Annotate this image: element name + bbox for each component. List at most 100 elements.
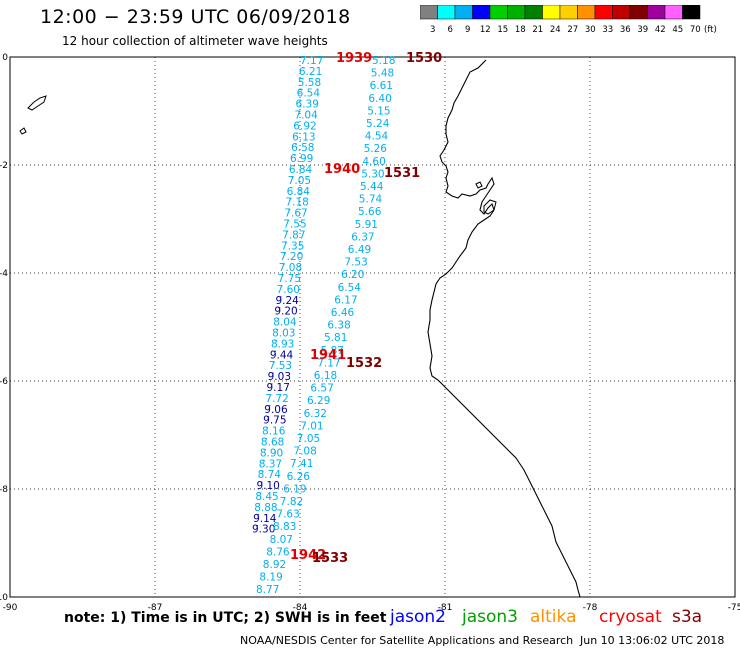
legend-jason3: jason3 — [462, 607, 518, 627]
scale-label: 6 — [448, 25, 453, 35]
map-frame — [9, 56, 736, 598]
wave-height-label: 6.17 — [334, 294, 357, 306]
wave-height-label: 5.24 — [366, 118, 390, 130]
wave-height-label: 5.44 — [360, 181, 384, 193]
galapagos-island-large — [27, 95, 47, 111]
wave-height-label: 6.57 — [310, 383, 333, 395]
scale-label: 45 — [672, 25, 683, 35]
wave-height-label: 6.13 — [292, 131, 315, 143]
scale-swatch — [542, 5, 561, 20]
scale-swatch — [594, 5, 613, 20]
scale-label: 36 — [620, 25, 631, 35]
wave-height-label: 7.18 — [285, 197, 308, 209]
wave-height-label: 5.58 — [298, 77, 321, 89]
wave-height-label: 9.14 — [253, 513, 277, 525]
lon-tick-label: -75 — [728, 603, 740, 613]
wave-height-label: 8.74 — [258, 469, 282, 481]
legend-s3a: s3a — [672, 607, 703, 627]
wave-height-label: 9.10 — [256, 480, 279, 492]
wave-height-label: 8.16 — [262, 426, 286, 438]
scale-label: 30 — [585, 25, 596, 35]
wave-height-label: 7.01 — [300, 420, 323, 432]
wave-height-label: 8.92 — [263, 559, 286, 571]
wave-height-label: 7.04 — [294, 110, 318, 122]
wave-height-label: 7.67 — [284, 208, 307, 220]
pass-time-label: 1532 — [346, 356, 382, 371]
wave-height-label: 5.74 — [359, 194, 383, 206]
wave-height-label: 7.72 — [265, 393, 288, 405]
wave-height-label: 6.20 — [341, 269, 364, 281]
graticule — [10, 57, 735, 597]
wave-height-label: 6.40 — [368, 93, 391, 105]
lat-tick-label: 0 — [2, 53, 8, 63]
wave-height-label: 5.26 — [364, 143, 388, 155]
legend-altika: altika — [530, 607, 577, 627]
scale-swatch — [524, 5, 543, 20]
scale-swatch — [682, 5, 701, 20]
wave-height-label: 7.82 — [280, 496, 303, 508]
wave-height-label: 6.19 — [283, 483, 306, 495]
wave-height-label: 7.60 — [277, 284, 300, 296]
scale-swatch — [577, 5, 596, 20]
wave-height-label: 6.26 — [287, 471, 311, 483]
wave-height-label: 6.29 — [307, 395, 330, 407]
wave-height-label: 6.46 — [331, 307, 355, 319]
wave-height-label: 6.21 — [299, 66, 322, 78]
scale-swatch — [612, 5, 631, 20]
scale-label: 33 — [602, 25, 613, 35]
lon-tick-label: -81 — [438, 603, 453, 613]
scale-label: 12 — [480, 25, 491, 35]
scale-unit: (ft) — [704, 25, 717, 35]
credit-line: NOAA/NESDIS Center for Satellite Applica… — [240, 634, 574, 647]
wave-height-label: 7.63 — [276, 509, 299, 521]
wave-height-label: 7.05 — [288, 175, 311, 187]
scale-label: 3 — [430, 25, 435, 35]
wave-height-label: 6.92 — [293, 120, 316, 132]
pass-time-label: 1940 — [324, 162, 360, 177]
wave-height-label: 8.03 — [272, 328, 295, 340]
pass-time-label: 1531 — [384, 166, 420, 181]
scale-swatch — [437, 5, 456, 20]
wave-height-label: 7.05 — [297, 433, 320, 445]
wave-height-label: 5.66 — [358, 206, 382, 218]
wave-height-label: 8.45 — [255, 491, 278, 503]
wave-height-label: 8.90 — [260, 447, 283, 459]
wave-height-label: 5.30 — [361, 168, 384, 180]
wave-height-label: 7.41 — [290, 458, 313, 470]
wave-height-labels: 7.176.215.586.546.397.046.926.136.586.99… — [252, 55, 395, 596]
lon-tick-label: -84 — [293, 603, 308, 613]
wave-height-label: 6.54 — [338, 282, 362, 294]
wave-height-label: 6.61 — [370, 80, 393, 92]
map-title: 12:00 − 23:59 UTC 06/09/2018 — [40, 6, 351, 28]
scale-label: 39 — [637, 25, 648, 35]
scale-swatch — [629, 5, 648, 20]
galapagos-island-small — [19, 127, 27, 135]
wave-height-label: 7.17 — [300, 55, 323, 67]
lat-tick-label: -10 — [0, 593, 8, 603]
scale-swatch — [647, 5, 666, 20]
wave-height-label: 9.20 — [274, 306, 297, 318]
wave-height-label: 8.77 — [256, 584, 279, 596]
pass-time-label: 1941 — [310, 348, 346, 363]
wave-height-label: 5.91 — [355, 219, 378, 231]
wave-height-label: 9.03 — [268, 371, 291, 383]
wave-height-label: 6.58 — [291, 142, 314, 154]
wave-height-label: 6.84 — [289, 164, 313, 176]
wave-height-label: 6.99 — [290, 153, 313, 165]
wave-height-label: 7.87 — [282, 229, 305, 241]
wave-height-label: 5.87 — [321, 345, 344, 357]
wave-height-label: 8.93 — [271, 338, 294, 350]
map-subtitle: 12 hour collection of altimeter wave hei… — [62, 34, 328, 48]
lat-tick-label: -2 — [0, 161, 8, 171]
scale-swatch — [454, 5, 473, 20]
legend-cryosat: cryosat — [599, 607, 662, 627]
pass-time-label: 1533 — [312, 551, 348, 566]
lon-tick-label: -90 — [3, 603, 18, 613]
wave-height-label: 9.30 — [252, 524, 275, 536]
wave-height-label: 5.48 — [371, 68, 394, 80]
lat-tick-label: -6 — [0, 377, 8, 387]
wave-height-label: 6.38 — [327, 320, 350, 332]
pass-time-label: 1939 — [336, 51, 372, 66]
